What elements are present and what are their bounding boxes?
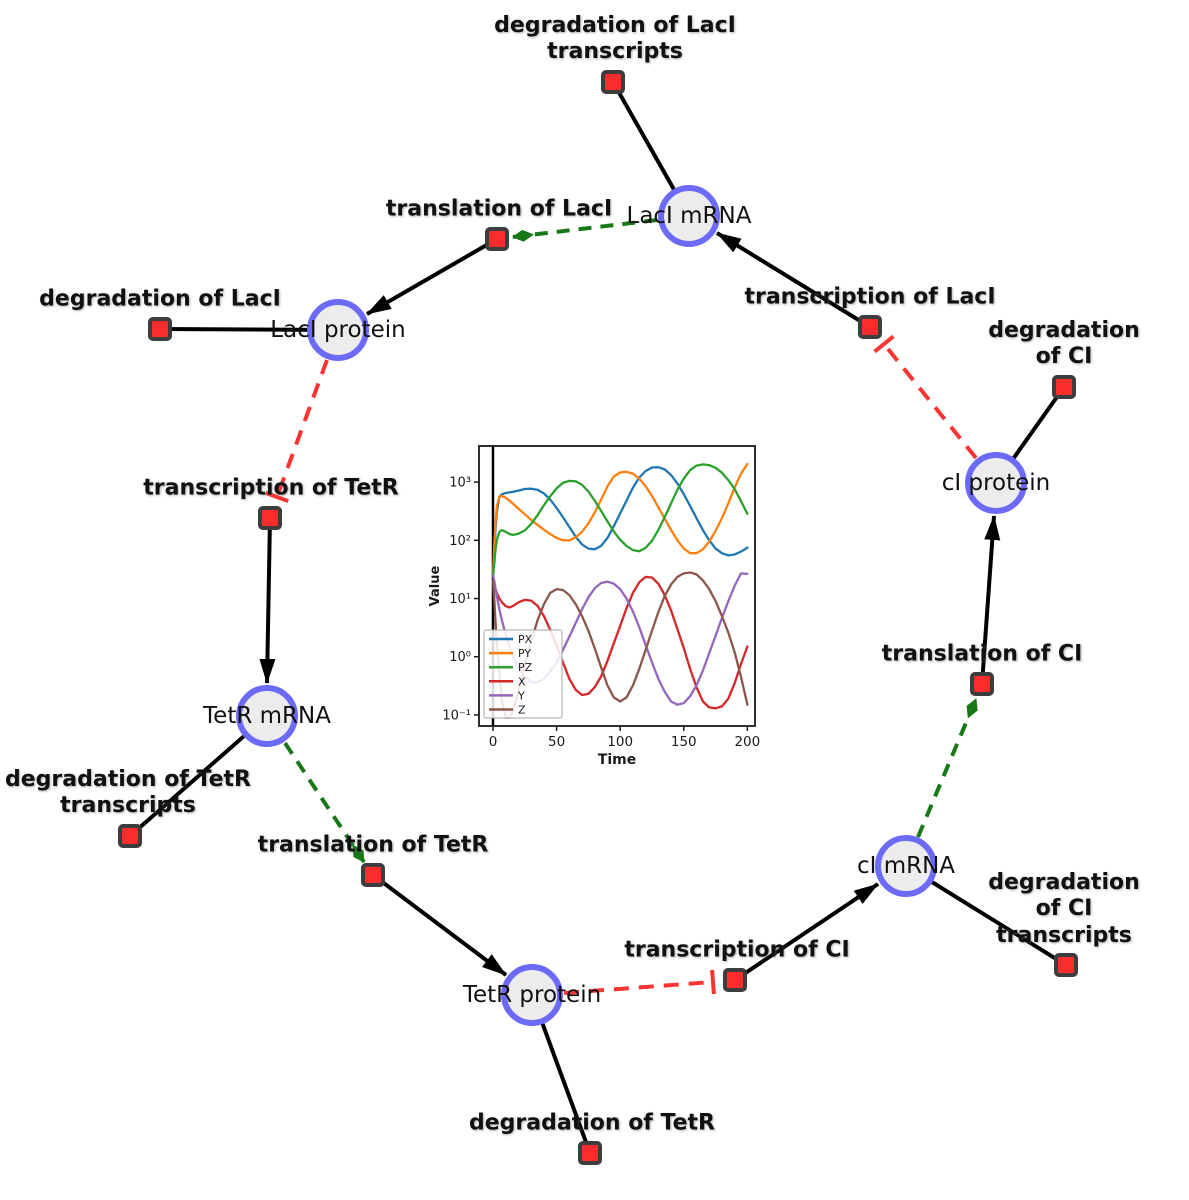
- reaction-label-deg-laci: degradation of LacI: [39, 286, 281, 312]
- svg-text:Value: Value: [428, 565, 443, 606]
- reaction-label-translation-tetr: translation of TetR: [257, 832, 489, 858]
- edge-translation-tetr-to-tetr-protein: [371, 873, 508, 977]
- reaction-label-transcription-ci: transcription of CI: [624, 937, 850, 963]
- edge-ci-mrna-modifies-translation: [916, 698, 978, 838]
- species-node-tetr-protein[interactable]: [501, 964, 563, 1026]
- reaction-label-deg-ci-transcripts: degradation of CI transcripts: [988, 869, 1140, 948]
- svg-text:10⁰: 10⁰: [449, 650, 471, 665]
- simulation-chart: 0 50 100 150 20010⁻¹10⁰10¹10²10³TimeValuePXP…: [428, 445, 760, 765]
- reaction-node-deg-laci[interactable]: [148, 317, 172, 341]
- edge-translation-ci-to-ci-protein: [980, 515, 1001, 685]
- reaction-node-transcription-ci[interactable]: [723, 968, 747, 992]
- species-node-laci-protein[interactable]: [307, 299, 369, 361]
- svg-text:Time: Time: [598, 752, 636, 765]
- svg-text:150: 150: [671, 734, 697, 750]
- reaction-label-translation-ci: translation of CI: [881, 641, 1083, 667]
- reaction-node-deg-tetr-transcripts[interactable]: [118, 824, 142, 848]
- reaction-node-deg-laci-transcripts[interactable]: [601, 70, 625, 94]
- species-label-ci-mrna: cI mRNA: [856, 853, 956, 879]
- edge-transcription-tetr-to-tetr-mrna: [259, 517, 276, 684]
- svg-text:Y: Y: [517, 689, 525, 702]
- svg-text:Z: Z: [518, 704, 526, 717]
- reaction-label-transcription-tetr: transcription of TetR: [143, 475, 399, 501]
- reaction-node-transcription-laci[interactable]: [858, 315, 882, 339]
- reaction-node-translation-laci[interactable]: [485, 227, 509, 251]
- species-label-tetr-mrna: TetR mRNA: [203, 703, 331, 729]
- reaction-node-deg-tetr[interactable]: [578, 1141, 602, 1165]
- svg-text:X: X: [518, 675, 526, 688]
- svg-text:PZ: PZ: [518, 661, 533, 674]
- reaction-node-deg-ci[interactable]: [1052, 375, 1076, 399]
- svg-text:10³: 10³: [449, 476, 471, 491]
- svg-text:50: 50: [548, 734, 565, 750]
- reaction-node-translation-tetr[interactable]: [361, 863, 385, 887]
- edge-ci-mrna-to-deg-transcripts: [904, 864, 1068, 967]
- species-label-tetr-protein: TetR protein: [462, 982, 602, 1008]
- svg-text:PY: PY: [518, 647, 531, 660]
- species-label-laci-protein: LacI protein: [270, 317, 406, 343]
- svg-text:10⁻¹: 10⁻¹: [442, 708, 471, 723]
- species-node-ci-mrna[interactable]: [875, 835, 937, 897]
- svg-text:100: 100: [607, 734, 633, 750]
- reaction-node-translation-ci[interactable]: [970, 672, 994, 696]
- reaction-label-deg-tetr: degradation of TetR: [468, 1110, 716, 1136]
- svg-text:10¹: 10¹: [449, 592, 471, 607]
- species-node-laci-mrna[interactable]: [658, 185, 720, 247]
- species-label-ci-protein: cI protein: [941, 470, 1051, 496]
- reaction-label-deg-laci-transcripts: degradation of LacI transcripts: [494, 13, 736, 65]
- edge-ci-protein-inhibits-transcription-laci: [873, 334, 978, 460]
- reaction-label-translation-laci: translation of LacI: [385, 196, 613, 222]
- edge-transcription-ci-to-ci-mrna: [733, 882, 880, 982]
- species-label-laci-mrna: LacI mRNA: [626, 203, 752, 229]
- reaction-label-transcription-laci: transcription of LacI: [744, 284, 996, 310]
- reaction-node-transcription-tetr[interactable]: [258, 506, 282, 530]
- svg-text:200: 200: [734, 734, 760, 750]
- edge-laci-mrna-modifies-translation: [512, 218, 658, 242]
- svg-text:PX: PX: [518, 633, 533, 646]
- svg-text:0: 0: [489, 734, 498, 750]
- species-node-ci-protein[interactable]: [965, 452, 1027, 514]
- reaction-label-deg-tetr-transcripts: degradation of TetR transcripts: [4, 767, 252, 819]
- svg-text:10²: 10²: [449, 534, 471, 549]
- edge-tetr-mrna-modifies-translation: [283, 741, 366, 864]
- reaction-node-deg-ci-transcripts[interactable]: [1054, 953, 1078, 977]
- edge-translation-laci-to-laci-protein: [366, 237, 498, 316]
- reaction-label-deg-ci: degradation of CI: [988, 318, 1140, 370]
- edge-transcription-laci-to-laci-mrna: [715, 231, 872, 329]
- species-node-tetr-mrna[interactable]: [236, 685, 298, 747]
